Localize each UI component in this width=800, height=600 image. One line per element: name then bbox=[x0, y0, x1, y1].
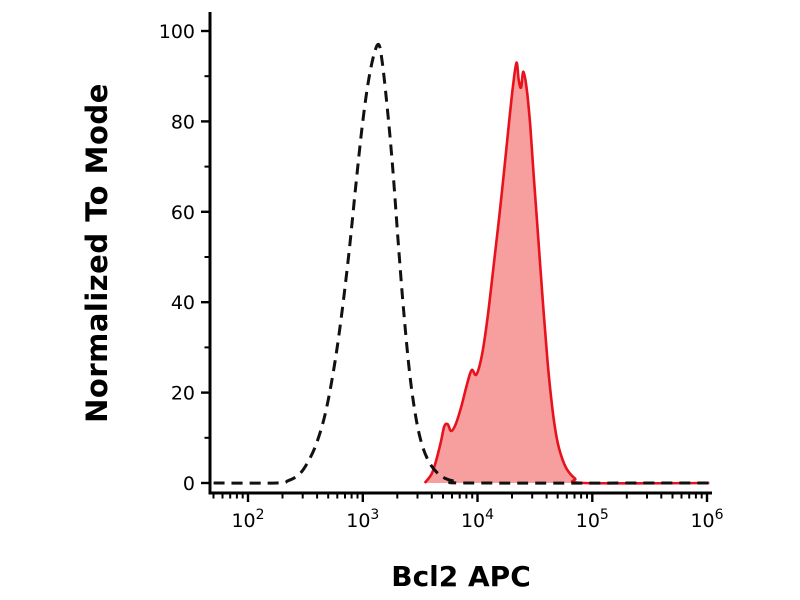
y-tick-label: 0 bbox=[183, 473, 195, 495]
x-tick-label: 105 bbox=[576, 507, 609, 532]
x-tick-label: 106 bbox=[690, 507, 723, 532]
axes-lines bbox=[208, 12, 712, 495]
unstained-control-curve bbox=[213, 42, 710, 485]
bcl2-apc-stained-sample-curve bbox=[423, 61, 710, 485]
y-axis-title: Normalized To Mode bbox=[80, 83, 114, 423]
y-tick-label: 20 bbox=[171, 383, 195, 405]
x-tick-label: 103 bbox=[346, 507, 379, 532]
y-tick-label: 100 bbox=[159, 21, 195, 43]
bcl2-apc-stained-sample-area bbox=[424, 62, 710, 484]
y-tick-label: 80 bbox=[171, 111, 195, 133]
x-axis-title: Bcl2 APC bbox=[391, 560, 531, 593]
x-tick-label: 104 bbox=[461, 507, 494, 532]
y-tick-label: 40 bbox=[171, 292, 195, 314]
x-tick-label: 102 bbox=[231, 507, 264, 532]
y-tick-label: 60 bbox=[171, 202, 195, 224]
